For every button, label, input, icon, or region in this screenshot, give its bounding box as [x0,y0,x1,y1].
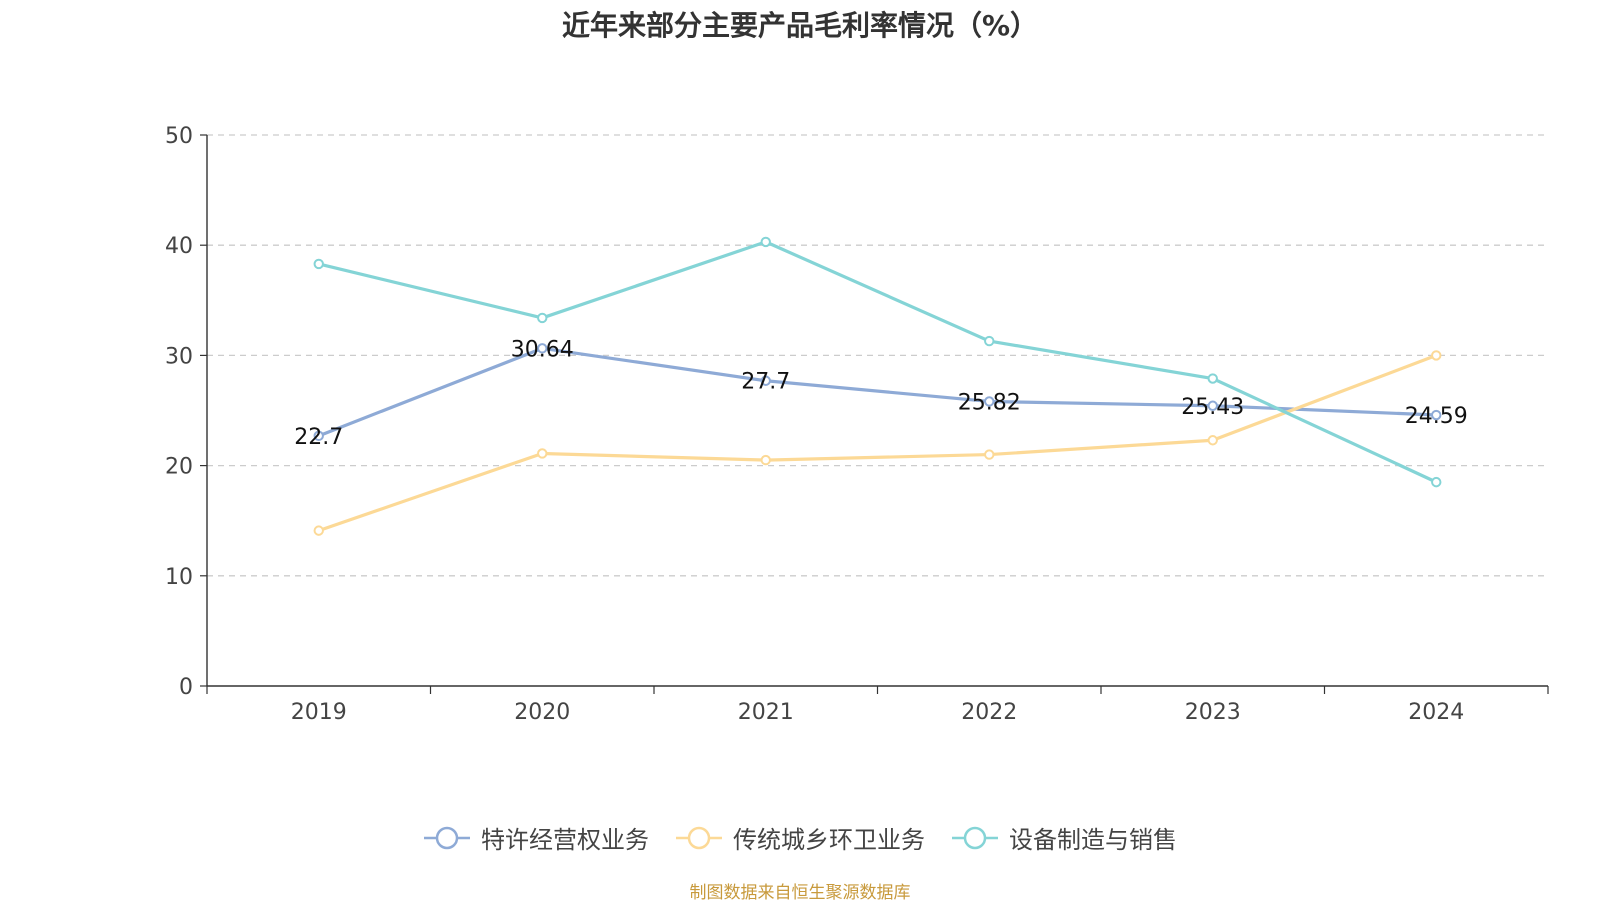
series-line [317,240,1438,484]
legend-label: 设备制造与销售 [1009,826,1177,854]
data-point [1431,409,1442,421]
axes: 0 10 20 30 40 50 2019 2020 2021 2022 2023 2024 [165,124,1549,725]
data-label: 25.82 [958,390,1021,415]
data-point [537,448,548,459]
data-point [760,454,771,466]
data-point [1207,435,1218,446]
legend-marker-icon [952,826,998,849]
data-label: 24.59 [1405,404,1468,429]
legend: 特许经营权业务 传统城乡环卫业务 设备制造与销售 [0,820,1600,855]
data-point [760,236,771,248]
data-label: 22.7 [294,425,343,450]
data-point [760,375,771,386]
y-tick-label: 40 [165,234,193,259]
source-note: 制图数据来自恒生聚源数据库 [689,883,911,903]
legend-item[interactable]: 特许经营权业务 [423,820,649,855]
data-labels: 22.7 30.64 27.7 25.82 25.43 24.59 [294,337,1467,449]
y-tick-label: 10 [165,565,193,590]
chart-title: 近年来部分主要产品毛利率情况（%） [561,9,1039,42]
data-point [984,396,995,407]
y-tick-label: 50 [165,124,193,149]
series-line [317,346,1438,438]
y-tick-label: 20 [165,455,193,480]
data-point [1431,476,1442,488]
grid-lines [207,134,1548,577]
data-label: 25.43 [1181,395,1244,420]
x-tick-label: 2020 [514,700,570,725]
series-line [317,353,1438,533]
y-tick-label: 30 [165,344,193,369]
x-tick-label: 2024 [1408,700,1464,725]
series-lines [313,236,1442,536]
legend-item[interactable]: 设备制造与销售 [951,820,1177,855]
data-point [1207,373,1218,384]
x-tick-label: 2021 [738,700,794,725]
data-point [984,335,995,347]
legend-label: 特许经营权业务 [481,826,649,854]
data-point [984,449,995,460]
data-point [313,525,324,536]
legend-marker-icon [676,826,722,849]
data-label: 27.7 [741,370,790,395]
data-point [1207,400,1218,411]
data-point [537,312,548,324]
x-tick-label: 2023 [1185,700,1241,725]
x-tick-label: 2019 [291,700,347,725]
data-label: 30.64 [511,337,574,362]
data-point [313,258,324,270]
legend-marker-icon [424,826,470,849]
y-tick-label: 0 [179,675,193,700]
data-point [313,430,324,442]
legend-item[interactable]: 传统城乡环卫业务 [675,820,925,855]
legend-label: 传统城乡环卫业务 [733,826,925,854]
data-point [537,343,548,354]
x-tick-label: 2022 [961,700,1017,725]
data-point [1431,350,1442,361]
